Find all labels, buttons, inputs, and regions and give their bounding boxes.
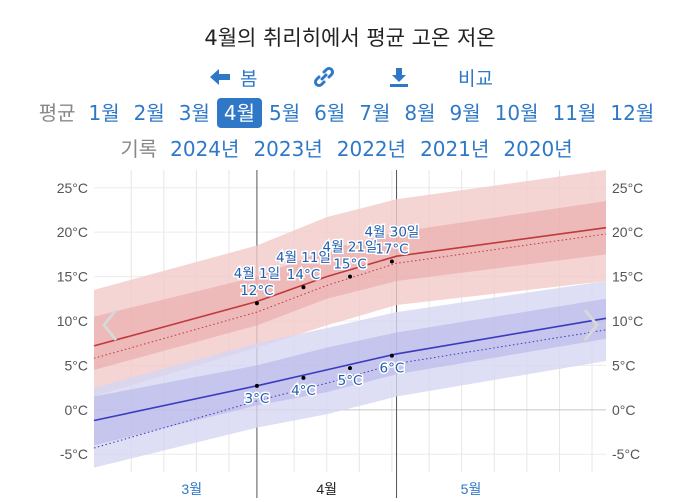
annotation-date: 4월 1일 <box>234 266 280 282</box>
year-item-2021[interactable]: 2021년 <box>420 137 490 161</box>
x-tick-label: 4월 <box>316 481 337 497</box>
year-selector: 기록 2024년 2023년 2022년 2021년 2020년 <box>0 134 700 164</box>
y-tick-label-right: 15°C <box>612 269 643 285</box>
low-temp-line <box>93 317 607 422</box>
month-item-10[interactable]: 10월 <box>494 101 539 125</box>
high-point-marker <box>301 285 306 290</box>
y-tick-label-right: 10°C <box>612 313 643 329</box>
y-tick-label-left: 5°C <box>65 357 89 373</box>
month-item-4[interactable]: 4월 <box>216 98 263 128</box>
high-point-marker <box>348 274 352 279</box>
low-point-marker <box>254 383 259 388</box>
y-tick-label-left: 20°C <box>57 224 88 240</box>
month-item-8[interactable]: 8월 <box>404 101 436 125</box>
compare-label: 비교 <box>458 67 493 90</box>
year-item-2020[interactable]: 2020년 <box>503 137 573 161</box>
y-tick-label-left: 0°C <box>65 402 89 418</box>
annotation-low-value: 4°C <box>291 383 316 399</box>
back-label: 봄 <box>240 67 258 90</box>
high-temp-band-inner <box>94 201 606 370</box>
high-point-marker <box>389 259 394 264</box>
annotation-date: 4월 21일 <box>323 240 378 256</box>
compare-button[interactable]: 비교 <box>458 62 493 92</box>
annotation-high-value: 14°C <box>287 267 320 283</box>
x-tick-label: 5월 <box>461 481 482 497</box>
back-button[interactable]: 봄 <box>208 62 257 92</box>
annotation-high-value: 15°C <box>333 257 366 273</box>
download-button[interactable] <box>388 62 410 92</box>
low-point-marker <box>348 366 352 371</box>
year-item-2023[interactable]: 2023년 <box>253 137 323 161</box>
month-item-12[interactable]: 12월 <box>610 101 655 125</box>
high-point-marker <box>254 301 259 306</box>
y-tick-label-right: -5°C <box>612 446 640 462</box>
page-title: 4월의 취리히에서 평균 고온 저온 <box>204 26 496 50</box>
year-row-label: 기록 <box>120 137 158 161</box>
low-temp-band-inner <box>94 298 606 446</box>
year-item-2024[interactable]: 2024년 <box>170 137 240 161</box>
month-item-6[interactable]: 6월 <box>314 101 346 125</box>
annotation-low-value: 3°C <box>245 391 270 407</box>
month-item-2[interactable]: 2월 <box>133 101 165 125</box>
annotation-low-value: 5°C <box>338 373 363 389</box>
annotation-date: 4월 30일 <box>364 224 419 240</box>
next-arrow-button[interactable] <box>581 308 601 346</box>
month-row-label: 평균 <box>38 101 76 125</box>
low-point-marker <box>389 353 394 358</box>
year-item-2022[interactable]: 2022년 <box>336 137 407 161</box>
temperature-chart: 25°C 25°C 20°C 20°C 15°C 15°C 10°C 10°C 5°C 5°C 0°… <box>57 170 643 498</box>
annotation-high-value: 12°C <box>240 283 273 299</box>
annotation-high-value: 17°C <box>375 241 408 257</box>
y-tick-label-left: -5°C <box>60 446 88 462</box>
month-item-5[interactable]: 5월 <box>269 101 301 125</box>
month-item-11[interactable]: 11월 <box>552 101 597 125</box>
month-selector: 평균 1월 2월 3월 4월 5월 6월 7월 8월 9월 10월 11월 12월 <box>0 98 700 128</box>
month-item-7[interactable]: 7월 <box>359 101 391 125</box>
month-item-1[interactable]: 1월 <box>88 101 120 125</box>
month-item-9[interactable]: 9월 <box>449 101 481 125</box>
y-tick-label-left: 15°C <box>57 269 88 285</box>
download-icon <box>390 68 408 87</box>
y-tick-label-right: 0°C <box>612 402 636 418</box>
y-tick-label-left: 25°C <box>57 180 88 196</box>
y-tick-label-right: 5°C <box>612 357 636 373</box>
y-tick-label-right: 20°C <box>612 224 643 240</box>
link-icon <box>313 66 335 88</box>
toolbar: 봄 비교 <box>0 62 700 92</box>
month-item-3[interactable]: 3월 <box>178 101 210 125</box>
high-temp-line <box>93 226 607 347</box>
y-tick-label-left: 10°C <box>57 313 88 329</box>
arrow-left-icon <box>210 69 230 85</box>
annotation-low-value: 6°C <box>380 361 405 377</box>
x-tick-label: 3월 <box>181 481 202 497</box>
chevron-right-icon <box>583 309 599 341</box>
low-point-marker <box>301 375 306 380</box>
chevron-left-icon <box>102 309 118 341</box>
link-button[interactable] <box>313 62 335 92</box>
y-tick-label-right: 25°C <box>612 180 643 196</box>
high-temp-trend-line <box>93 233 607 359</box>
low-temp-trend-line <box>93 329 607 449</box>
prev-arrow-button[interactable] <box>100 308 120 346</box>
annotation-date: 4월 11일 <box>276 250 331 266</box>
